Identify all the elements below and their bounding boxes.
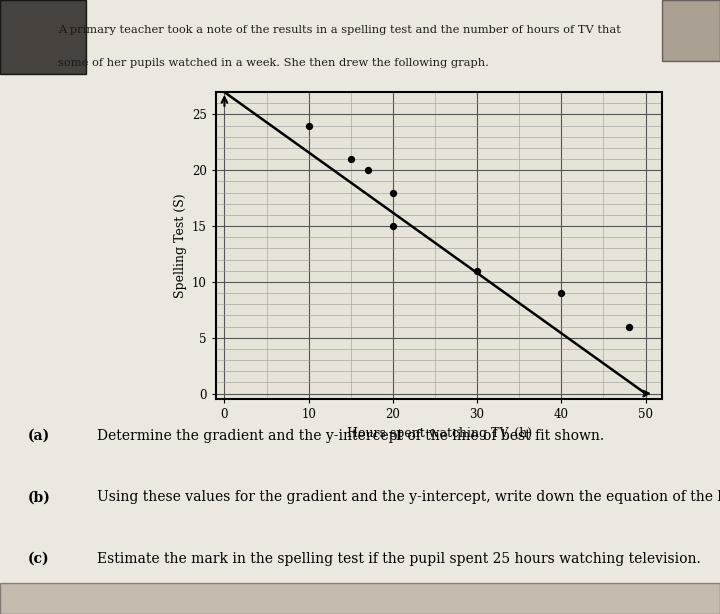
Point	[362, 165, 374, 175]
Point	[472, 266, 483, 276]
Text: (a): (a)	[28, 429, 50, 443]
Point	[387, 188, 399, 198]
Y-axis label: Spelling Test (S): Spelling Test (S)	[174, 193, 186, 298]
Point	[303, 121, 315, 131]
Text: Using these values for the gradient and the y-intercept, write down the equation: Using these values for the gradient and …	[97, 491, 720, 504]
Text: (c): (c)	[28, 552, 50, 565]
X-axis label: Hours spent watching TV, (h): Hours spent watching TV, (h)	[346, 427, 532, 440]
Text: Estimate the mark in the spelling test if the pupil spent 25 hours watching tele: Estimate the mark in the spelling test i…	[97, 552, 701, 565]
Point	[387, 221, 399, 231]
Point	[345, 154, 356, 164]
Point	[556, 288, 567, 298]
Text: A primary teacher took a note of the results in a spelling test and the number o: A primary teacher took a note of the res…	[58, 25, 621, 34]
Text: (b): (b)	[28, 491, 51, 504]
Text: some of her pupils watched in a week. She then drew the following graph.: some of her pupils watched in a week. Sh…	[58, 58, 488, 68]
Point	[623, 322, 634, 332]
Text: Determine the gradient and the y-intercept of the line of best fit shown.: Determine the gradient and the y-interce…	[97, 429, 605, 443]
